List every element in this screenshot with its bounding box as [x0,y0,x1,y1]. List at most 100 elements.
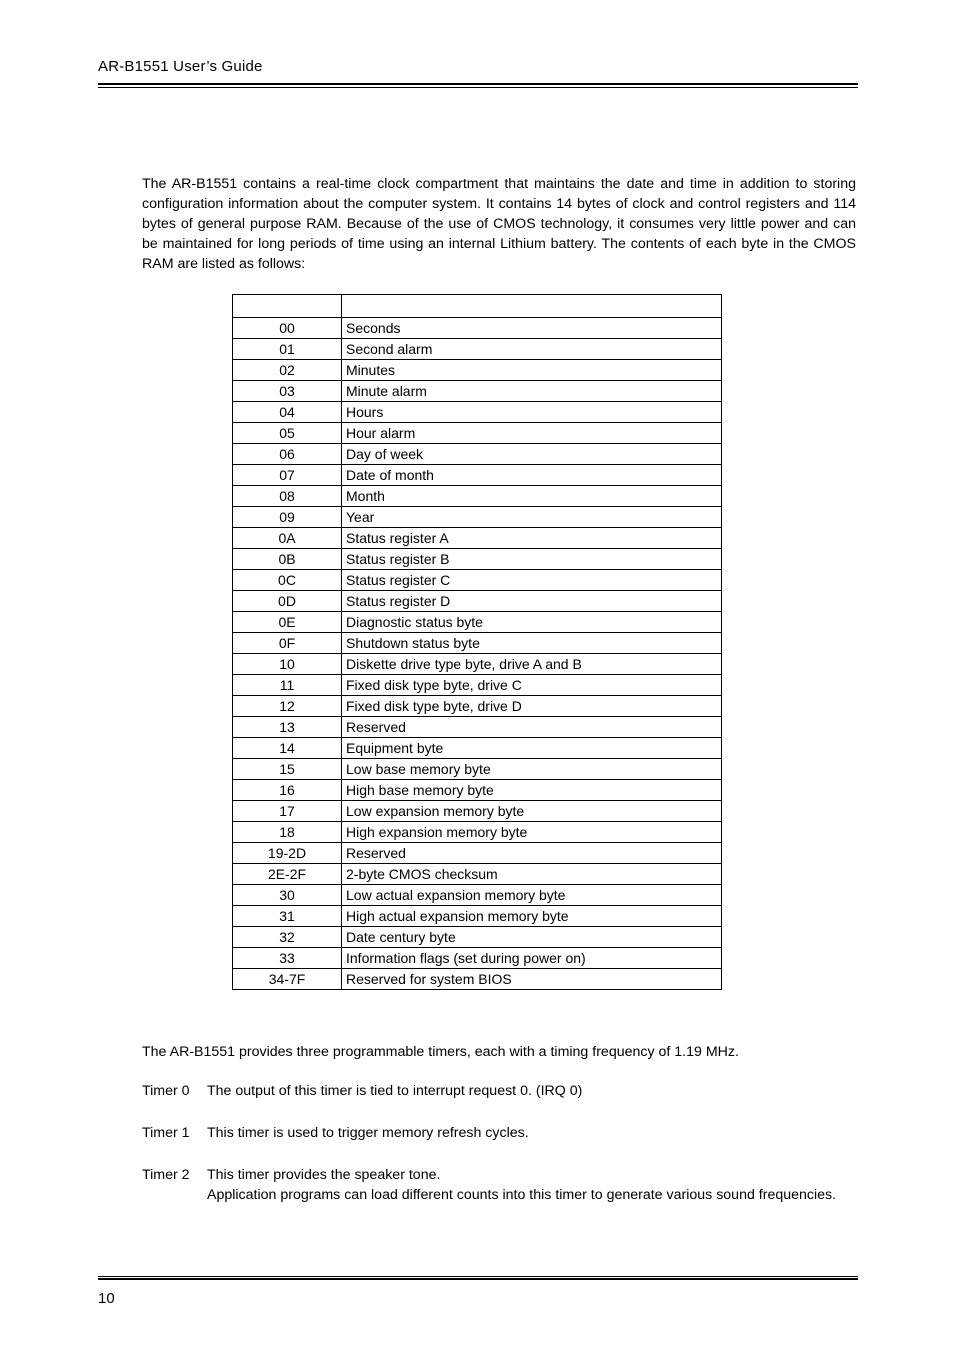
cell-description: Reserved [342,717,722,738]
cell-description: Diskette drive type byte, drive A and B [342,654,722,675]
cell-description: Status register D [342,591,722,612]
cell-description: Minutes [342,360,722,381]
cell-description: Status register B [342,549,722,570]
timer-label: Timer 2 [142,1166,207,1206]
cell-description: Date of month [342,465,722,486]
cell-description: Minute alarm [342,381,722,402]
cell-address: 08 [233,486,342,507]
cell-description: Status register C [342,570,722,591]
header-rule-thin [98,87,858,88]
timer-row: Timer 1This timer is used to trigger mem… [142,1124,858,1144]
page: AR-B1551 User’s Guide The AR-B1551 conta… [0,0,954,1351]
cell-address: 34-7F [233,969,342,990]
table-row: 15Low base memory byte [233,759,722,780]
cell-description: 2-byte CMOS checksum [342,864,722,885]
page-number: 10 [98,1290,858,1307]
cell-address: 07 [233,465,342,486]
timer-row: Timer 2This timer provides the speaker t… [142,1166,858,1206]
table-row: 01Second alarm [233,339,722,360]
timer-row: Timer 0The output of this timer is tied … [142,1082,858,1102]
timer-list: Timer 0The output of this timer is tied … [98,1082,858,1206]
cell-description: Equipment byte [342,738,722,759]
cell-address: 00 [233,318,342,339]
table-header-row [233,295,722,318]
table-row: 0BStatus register B [233,549,722,570]
cell-address: 32 [233,927,342,948]
table-row: 19-2DReserved [233,843,722,864]
table-row: 09Year [233,507,722,528]
cell-address: 19-2D [233,843,342,864]
table-row: 0DStatus register D [233,591,722,612]
cell-address: 14 [233,738,342,759]
cell-description: Month [342,486,722,507]
cell-address: 0D [233,591,342,612]
table-row: 00Seconds [233,318,722,339]
table-row: 2E-2F2-byte CMOS checksum [233,864,722,885]
cell-description: Reserved [342,843,722,864]
cell-description: Fixed disk type byte, drive D [342,696,722,717]
table-row: 06Day of week [233,444,722,465]
cell-address: 09 [233,507,342,528]
cell-address: 0B [233,549,342,570]
cell-address: 12 [233,696,342,717]
cell-description: Low actual expansion memory byte [342,885,722,906]
timer-label: Timer 0 [142,1082,207,1102]
cell-address: 01 [233,339,342,360]
cell-description: High expansion memory byte [342,822,722,843]
cell-address: 03 [233,381,342,402]
table-row: 08Month [233,486,722,507]
table-row: 11Fixed disk type byte, drive C [233,675,722,696]
cell-address: 17 [233,801,342,822]
table-row: 10Diskette drive type byte, drive A and … [233,654,722,675]
cell-address: 2E-2F [233,864,342,885]
table-row: 0EDiagnostic status byte [233,612,722,633]
page-footer: 10 [98,1276,858,1308]
document-title: AR-B1551 User’s Guide [98,58,858,83]
cell-address: 30 [233,885,342,906]
cell-address: 0C [233,570,342,591]
cell-description: Date century byte [342,927,722,948]
cell-address: 0F [233,633,342,654]
cell-description: Fixed disk type byte, drive C [342,675,722,696]
table-header-address [233,295,342,318]
cell-description: Hours [342,402,722,423]
footer-rule-thin [98,1276,858,1277]
cell-description: Low base memory byte [342,759,722,780]
table-row: 14Equipment byte [233,738,722,759]
cell-address: 13 [233,717,342,738]
header-rule-thick [98,83,858,85]
table-row: 17Low expansion memory byte [233,801,722,822]
cell-description: High actual expansion memory byte [342,906,722,927]
table-header-description [342,295,722,318]
spacer [98,96,858,174]
cell-description: Seconds [342,318,722,339]
cell-description: Reserved for system BIOS [342,969,722,990]
cell-address: 05 [233,423,342,444]
cell-description: Day of week [342,444,722,465]
table-row: 12Fixed disk type byte, drive D [233,696,722,717]
table-row: 30Low actual expansion memory byte [233,885,722,906]
cell-address: 06 [233,444,342,465]
cell-address: 0E [233,612,342,633]
cell-address: 0A [233,528,342,549]
cell-description: Hour alarm [342,423,722,444]
cmos-ram-table: 00Seconds01Second alarm02Minutes03Minute… [232,294,722,990]
cell-address: 33 [233,948,342,969]
cell-address: 15 [233,759,342,780]
table-row: 03Minute alarm [233,381,722,402]
table-row: 18High expansion memory byte [233,822,722,843]
table-row: 04Hours [233,402,722,423]
cell-description: Information flags (set during power on) [342,948,722,969]
cell-description: Diagnostic status byte [342,612,722,633]
cell-address: 31 [233,906,342,927]
cell-description: Low expansion memory byte [342,801,722,822]
timer-intro: The AR-B1551 provides three programmable… [142,1044,858,1060]
footer-rule-thick [98,1278,858,1280]
intro-paragraph: The AR-B1551 contains a real-time clock … [142,174,858,275]
table-row: 32Date century byte [233,927,722,948]
cell-address: 10 [233,654,342,675]
cell-address: 11 [233,675,342,696]
cell-description: Status register A [342,528,722,549]
table-row: 33Information flags (set during power on… [233,948,722,969]
table-row: 07Date of month [233,465,722,486]
